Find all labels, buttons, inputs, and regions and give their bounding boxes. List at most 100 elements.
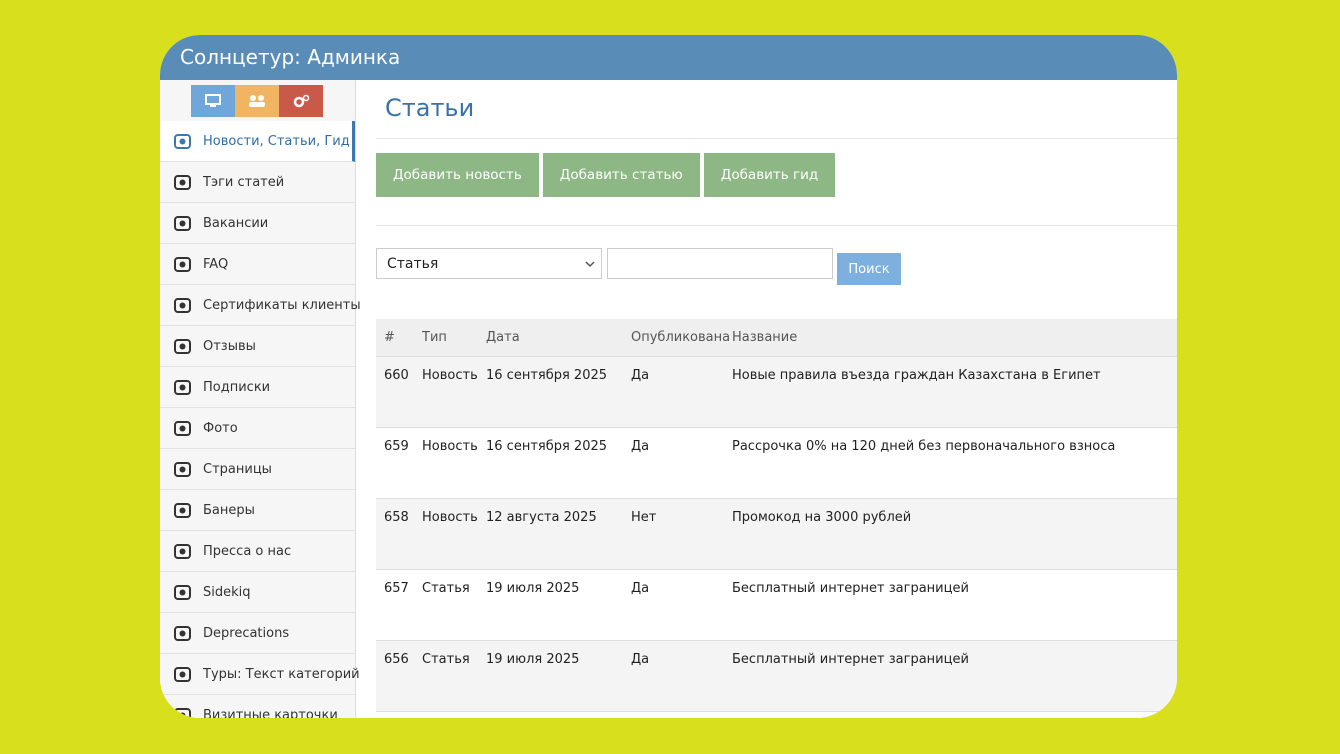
menu-icon [174, 502, 191, 518]
tab-settings[interactable] [279, 85, 323, 117]
table-cell: Статья [422, 652, 470, 667]
menu-item[interactable]: Deprecations [160, 613, 355, 654]
table-cell: Да [631, 652, 650, 667]
column-header: # [384, 330, 395, 345]
table-cell: Новость [422, 439, 478, 454]
column-header: Дата [486, 330, 520, 345]
table-cell: Новость [422, 368, 478, 383]
table-header: # Тип Дата Опубликована Название [376, 319, 1177, 357]
menu-item[interactable]: Вакансии [160, 203, 355, 244]
table-cell: Новость [422, 510, 478, 525]
menu-icon [174, 666, 191, 682]
table-cell: Новые правила въезда граждан Казахстана … [732, 368, 1101, 383]
table-cell: Бесплатный интернет заграницей [732, 581, 969, 596]
table-cell: Да [631, 581, 650, 596]
menu-icon [174, 256, 191, 272]
table-cell: 16 сентября 2025 [486, 439, 608, 454]
menu-label: Новости, Статьи, Гид [203, 133, 350, 149]
menu-item[interactable]: Банеры [160, 490, 355, 531]
menu-icon [174, 174, 191, 190]
menu-item[interactable]: Sidekiq [160, 572, 355, 613]
menu-icon [174, 707, 191, 718]
menu-label: FAQ [203, 256, 229, 272]
menu-item[interactable]: Страницы [160, 449, 355, 490]
table-cell: 19 июля 2025 [486, 652, 580, 667]
column-header: Тип [422, 330, 447, 345]
sidebar-tabs [191, 85, 323, 117]
menu-label: Отзывы [203, 338, 256, 354]
table-cell: Да [631, 439, 650, 454]
table-cell: Статья [422, 581, 470, 596]
table-cell: 656 [384, 652, 409, 667]
table-cell: 658 [384, 510, 409, 525]
app-title: Солнцетур: Админка [160, 35, 1177, 80]
divider [376, 225, 1177, 226]
sidebar: Новости, Статьи, Гид Тэги статей Вакансии F… [160, 80, 361, 718]
menu-icon [174, 543, 191, 559]
column-header: Название [732, 330, 798, 345]
table-cell: 659 [384, 439, 409, 454]
menu-icon [174, 584, 191, 600]
menu-icon [174, 420, 191, 436]
articles-table: # Тип Дата Опубликована Название 660 Новость 16… [376, 319, 1177, 712]
tab-users[interactable] [235, 85, 279, 117]
search-button[interactable]: Поиск [837, 253, 901, 285]
menu-item[interactable]: Пресса о нас [160, 531, 355, 572]
menu-item[interactable]: Фото [160, 408, 355, 449]
window: Солнцетур: Админка Новости, Статьи, Гид Т… [160, 35, 1177, 718]
add-button[interactable]: Добавить статью [542, 153, 700, 197]
add-button[interactable]: Добавить гид [703, 153, 836, 197]
menu-label: Вакансии [203, 215, 269, 231]
page-title: Статьи [385, 94, 475, 122]
menu-item[interactable]: Новости, Статьи, Гид [160, 121, 355, 162]
divider [376, 138, 1177, 139]
tab-desktop[interactable] [191, 85, 235, 117]
menu-label: Sidekiq [203, 584, 251, 600]
menu-label: Банеры [203, 502, 255, 518]
menu-item[interactable]: Визитные карточки [160, 695, 355, 718]
table-row[interactable]: 656 Статья 19 июля 2025 Да Бесплатный интерн… [376, 641, 1177, 712]
table-cell: 657 [384, 581, 409, 596]
table-cell: 16 сентября 2025 [486, 368, 608, 383]
menu-item[interactable]: Туры: Текст категорий [160, 654, 360, 695]
menu-label: Подписки [203, 379, 271, 395]
menu-item[interactable]: Отзывы [160, 326, 355, 367]
table-cell: Да [631, 368, 650, 383]
sidebar-menu: Новости, Статьи, Гид Тэги статей Вакансии F… [160, 121, 361, 718]
menu-icon [174, 133, 191, 149]
type-select[interactable]: Статья [376, 248, 602, 279]
table-cell: Рассрочка 0% на 120 дней без первоначаль… [732, 439, 1116, 454]
table-cell: Промокод на 3000 рублей [732, 510, 912, 525]
add-button[interactable]: Добавить новость [376, 153, 539, 197]
column-header: Опубликована [631, 330, 731, 345]
menu-icon [174, 379, 191, 395]
table-cell: 660 [384, 368, 409, 383]
action-buttons: Добавить новость Добавить статью Добавить … [376, 153, 836, 197]
table-row[interactable]: 660 Новость 16 сентября 2025 Да Новые правил… [376, 357, 1177, 428]
menu-item[interactable]: Сертификаты клиенты [160, 285, 361, 326]
select-value: Статья [387, 255, 439, 272]
menu-item[interactable]: Тэги статей [160, 162, 355, 203]
table-cell: Нет [631, 510, 657, 525]
menu-label: Туры: Текст категорий [203, 666, 360, 682]
menu-icon [174, 461, 191, 477]
table-row[interactable]: 659 Новость 16 сентября 2025 Да Рассрочка 0%… [376, 428, 1177, 499]
menu-label: Сертификаты клиенты [203, 297, 361, 313]
table-row[interactable]: 658 Новость 12 августа 2025 Нет Промокод на … [376, 499, 1177, 570]
menu-label: Deprecations [203, 625, 290, 641]
table-cell: 12 августа 2025 [486, 510, 597, 525]
search-input[interactable] [607, 248, 833, 279]
menu-label: Фото [203, 420, 238, 436]
menu-item[interactable]: Подписки [160, 367, 355, 408]
menu-icon [174, 625, 191, 641]
table-row[interactable]: 657 Статья 19 июля 2025 Да Бесплатный интерн… [376, 570, 1177, 641]
menu-label: Пресса о нас [203, 543, 292, 559]
menu-label: Тэги статей [203, 174, 285, 190]
menu-icon [174, 215, 191, 231]
menu-icon [174, 338, 191, 354]
table-cell: Бесплатный интернет заграницей [732, 652, 969, 667]
table-cell: 19 июля 2025 [486, 581, 580, 596]
menu-item[interactable]: FAQ [160, 244, 355, 285]
